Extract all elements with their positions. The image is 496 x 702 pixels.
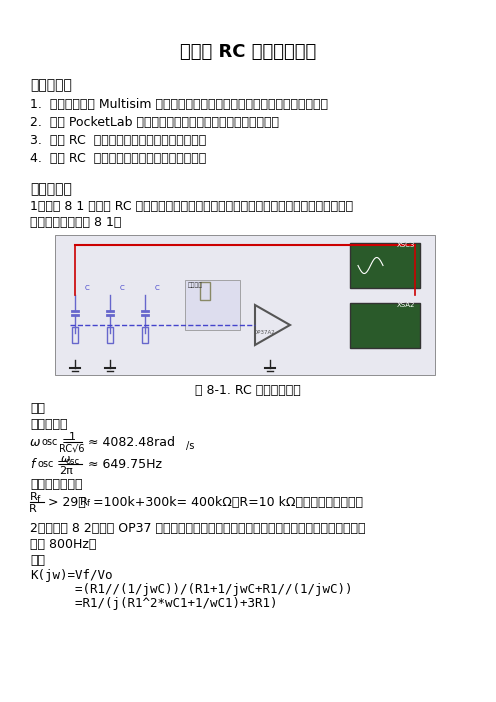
Text: R: R — [30, 492, 38, 502]
Text: ≈ 649.75Hz: ≈ 649.75Hz — [88, 458, 162, 470]
Text: R: R — [80, 497, 88, 507]
Text: 率为 800Hz。: 率为 800Hz。 — [30, 538, 96, 550]
Text: 振幅起振条件：: 振幅起振条件： — [30, 477, 82, 491]
Bar — [350, 243, 420, 288]
Text: 稳子稳幅: 稳子稳幅 — [188, 282, 203, 288]
Text: C: C — [120, 285, 125, 291]
Text: 1．在图 8 1 所示的 RC 相移振荡电路中，请计算振荡器的振荡频率和振幅起振条件，并将: 1．在图 8 1 所示的 RC 相移振荡电路中，请计算振荡器的振荡频率和振幅起振… — [30, 201, 353, 213]
Bar — [142, 327, 148, 343]
Text: RC√6: RC√6 — [59, 444, 85, 454]
Text: 振荡频率：: 振荡频率： — [30, 418, 67, 430]
Bar — [107, 327, 113, 343]
Text: XSC3: XSC3 — [397, 242, 415, 248]
Text: 图 8-1. RC 相移振荡电路: 图 8-1. RC 相移振荡电路 — [195, 385, 301, 397]
Text: C: C — [85, 285, 90, 291]
Bar — [350, 303, 420, 348]
Text: 实验预习：: 实验预习： — [30, 182, 72, 196]
Text: K(jw)=Vf/Vo: K(jw)=Vf/Vo — [30, 569, 113, 581]
Text: =100k+300k= 400kΩ，R=10 kΩ，满足振幅起振条件: =100k+300k= 400kΩ，R=10 kΩ，满足振幅起振条件 — [93, 496, 363, 508]
Text: =(R1//(1/jwC))/(R1+1/jwC+R1//(1/jwC)): =(R1//(1/jwC))/(R1+1/jwC+R1//(1/jwC)) — [30, 583, 353, 595]
Text: =: = — [62, 435, 72, 449]
Text: f: f — [87, 500, 90, 508]
Text: 解：: 解： — [30, 402, 45, 416]
Text: ω: ω — [30, 435, 41, 449]
Text: osc: osc — [37, 459, 54, 469]
Text: > 29，: > 29， — [48, 496, 86, 508]
Text: 2π: 2π — [59, 466, 73, 476]
Text: 1: 1 — [68, 432, 75, 442]
Text: =: = — [57, 458, 67, 470]
Text: 振荡频率填入表格 8 1。: 振荡频率填入表格 8 1。 — [30, 216, 122, 230]
Text: ≈ 4082.48rad: ≈ 4082.48rad — [88, 435, 175, 449]
Text: 2．根据图 8 2，采用 OP37 运算放大器和现有元器件值，设计文氏电桥振荡器，要求振荡频: 2．根据图 8 2，采用 OP37 运算放大器和现有元器件值，设计文氏电桥振荡器… — [30, 522, 366, 534]
Text: /s: /s — [186, 441, 194, 451]
Text: 2.  熟悉 PocketLab 硬件实验平台，掌握基本功能的使用方法；: 2. 熟悉 PocketLab 硬件实验平台，掌握基本功能的使用方法； — [30, 117, 279, 129]
Text: 1.  熟悉仿真软件 Multisim 的使用，掌握基于软件的电路设计和仿真分析方法；: 1. 熟悉仿真软件 Multisim 的使用，掌握基于软件的电路设计和仿真分析方… — [30, 98, 328, 112]
Text: osc: osc — [42, 437, 59, 447]
Text: XSA2: XSA2 — [397, 302, 415, 308]
Text: 解：: 解： — [30, 553, 45, 567]
Text: f: f — [37, 494, 40, 503]
Bar — [185, 280, 240, 330]
Text: 3.  掌握 RC  正弦波振荡器的设计与分析方法；: 3. 掌握 RC 正弦波振荡器的设计与分析方法； — [30, 135, 206, 147]
Text: osc: osc — [66, 456, 80, 465]
Text: C: C — [155, 285, 160, 291]
Text: f: f — [30, 458, 34, 470]
FancyBboxPatch shape — [55, 235, 435, 375]
Text: 4.  掌握 RC  正弦波振荡器的安装与调试方法。: 4. 掌握 RC 正弦波振荡器的安装与调试方法。 — [30, 152, 206, 166]
Text: OP37A2: OP37A2 — [254, 331, 276, 336]
Bar — [200, 282, 210, 300]
Text: =R1/(j(R1^2*wC1+1/wC1)+3R1): =R1/(j(R1^2*wC1+1/wC1)+3R1) — [30, 597, 277, 609]
Text: ω: ω — [62, 454, 71, 464]
Text: R: R — [29, 504, 37, 514]
Text: 实验目的：: 实验目的： — [30, 78, 72, 92]
Text: 实验八 RC 正弦波振荡器: 实验八 RC 正弦波振荡器 — [180, 43, 316, 61]
Bar — [72, 327, 78, 343]
